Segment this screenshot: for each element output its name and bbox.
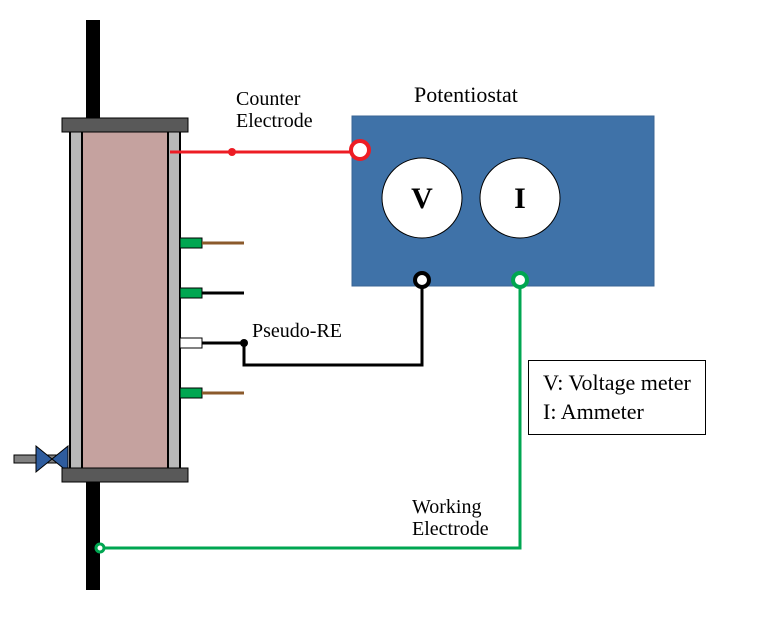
pseudo-wire-dot bbox=[240, 339, 248, 347]
probe-4 bbox=[180, 388, 202, 398]
i-port bbox=[513, 273, 527, 287]
voltage-meter-label: V bbox=[411, 182, 433, 215]
working-wire-dot bbox=[96, 544, 104, 552]
potentiostat-title: Potentiostat bbox=[414, 82, 518, 108]
cell-cap-top bbox=[62, 118, 188, 132]
pseudo-re-label: Pseudo-RE bbox=[252, 320, 342, 343]
working-electrode-label: WorkingElectrode bbox=[412, 496, 489, 540]
legend-box: V: Voltage meter I: Ammeter bbox=[528, 360, 706, 435]
legend-line1: V: Voltage meter bbox=[543, 369, 691, 398]
probe-1 bbox=[180, 238, 202, 248]
counter-electrode-label: CounterElectrode bbox=[236, 88, 313, 132]
probe-3 bbox=[180, 338, 202, 348]
ammeter-label: I bbox=[514, 182, 526, 215]
counter-port bbox=[351, 141, 369, 159]
cell-cap-bottom bbox=[62, 468, 188, 482]
cell-inner bbox=[82, 130, 168, 470]
probe-2 bbox=[180, 288, 202, 298]
legend-line2: I: Ammeter bbox=[543, 398, 691, 427]
valve-left bbox=[36, 446, 52, 472]
counter-wire-dot bbox=[228, 148, 236, 156]
v-port bbox=[415, 273, 429, 287]
